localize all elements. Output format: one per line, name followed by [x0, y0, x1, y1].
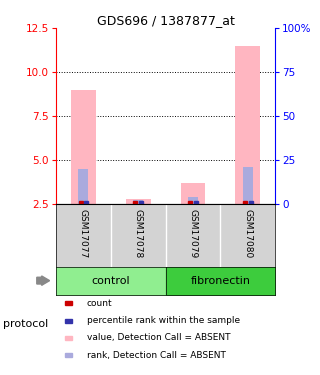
Text: protocol: protocol	[3, 320, 48, 329]
Bar	[181, 183, 205, 204]
Text: GSM17080: GSM17080	[243, 209, 252, 258]
Bar	[65, 302, 72, 305]
Bar	[71, 90, 96, 204]
Bar	[188, 197, 198, 204]
Text: count: count	[87, 299, 112, 308]
Title: GDS696 / 1387877_at: GDS696 / 1387877_at	[97, 14, 235, 27]
Text: GSM17077: GSM17077	[79, 209, 88, 258]
Text: rank, Detection Call = ABSENT: rank, Detection Call = ABSENT	[87, 351, 226, 360]
Text: value, Detection Call = ABSENT: value, Detection Call = ABSENT	[87, 333, 230, 342]
Bar	[78, 169, 88, 204]
Text: GSM17078: GSM17078	[134, 209, 143, 258]
Text: GSM17079: GSM17079	[188, 209, 197, 258]
Bar	[126, 198, 150, 204]
Bar	[133, 200, 143, 204]
Bar	[65, 319, 72, 322]
Bar	[65, 336, 72, 340]
Bar	[243, 167, 253, 204]
Text: percentile rank within the sample: percentile rank within the sample	[87, 316, 240, 325]
Text: fibronectin: fibronectin	[190, 276, 251, 286]
Text: control: control	[92, 276, 130, 286]
Bar	[65, 353, 72, 357]
Bar	[236, 46, 260, 204]
